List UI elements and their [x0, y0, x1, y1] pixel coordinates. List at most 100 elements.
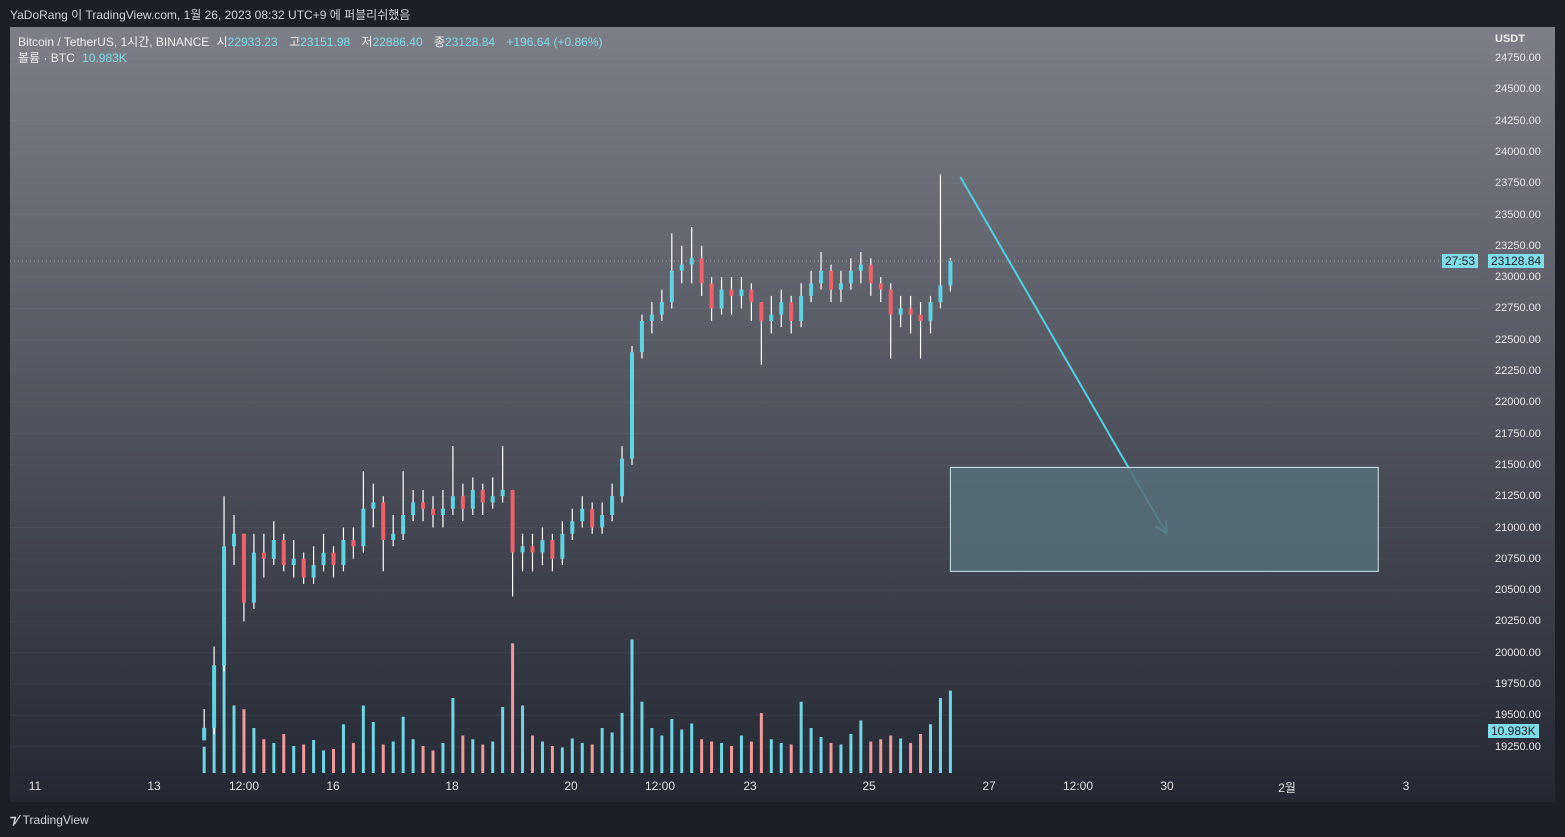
price-tick: 24250.00 [1495, 114, 1541, 127]
volume-bar [909, 743, 913, 773]
candle-body [590, 508, 595, 528]
volume-bar [759, 713, 763, 773]
candle-body [450, 496, 455, 509]
volume-bar [531, 735, 534, 773]
candle-body [391, 533, 396, 541]
candle-body [630, 352, 634, 459]
volume-bar [441, 743, 445, 773]
candle-body [510, 489, 515, 553]
low-value: 22886.40 [372, 35, 423, 49]
candle-body [311, 565, 316, 578]
candle-body [281, 540, 286, 566]
chart-pane[interactable]: Bitcoin / TetherUS, 1시간, BINANCE 시22933.… [10, 27, 1555, 802]
candle-body [829, 270, 833, 290]
price-tick: 20750.00 [1495, 552, 1541, 565]
price-chart[interactable] [10, 27, 1555, 802]
time-tick: 27 [982, 779, 996, 793]
volume-bar [501, 707, 505, 773]
volume-bar [511, 643, 515, 773]
candle-body [241, 533, 246, 603]
time-tick: 18 [445, 779, 459, 793]
candle-body [321, 552, 326, 566]
volume-bar [789, 744, 793, 773]
candle-body [639, 320, 644, 353]
volume-bar [341, 724, 345, 773]
price-tick: 23750.00 [1495, 177, 1541, 190]
price-tick: 21750.00 [1495, 427, 1541, 440]
symbol-legend: Bitcoin / TetherUS, 1시간, BINANCE 시22933.… [18, 34, 607, 66]
price-axis-unit: USDT [1495, 33, 1525, 45]
volume-bar [431, 750, 435, 773]
price-tick: 24000.00 [1495, 145, 1541, 158]
time-tick: 30 [1160, 779, 1174, 793]
candle-body [520, 546, 525, 553]
volume-bar [481, 744, 485, 773]
time-tick: 20 [564, 779, 578, 793]
candle-body [261, 552, 266, 559]
volume-bar [620, 713, 624, 773]
volume-bar [332, 749, 335, 773]
candle-body [908, 308, 913, 315]
volume-bar [690, 723, 694, 773]
candle-body [570, 521, 575, 534]
volume-bar [590, 744, 594, 773]
volume-bar [540, 741, 544, 773]
time-tick: 3 [1402, 779, 1410, 793]
candle-body [838, 283, 843, 290]
price-tick: 19750.00 [1495, 678, 1541, 690]
price-tick: 24500.00 [1495, 83, 1541, 96]
candle-body [610, 496, 615, 515]
candle-body [620, 458, 625, 497]
published-by-text: YaDoRang 이 TradingView.com, 1월 26, 2023 … [10, 8, 411, 22]
volume-bar [421, 746, 425, 773]
symbol-name[interactable]: Bitcoin / TetherUS, 1시간, BINANCE [18, 35, 210, 49]
change-value: +196.64 (+0.86%) [506, 35, 603, 49]
price-tick: 20500.00 [1495, 584, 1541, 597]
candle-body [739, 289, 744, 296]
volume-bar [401, 716, 405, 773]
candle-body [659, 302, 664, 315]
volume-bar [809, 728, 813, 773]
volume-bar [471, 739, 475, 773]
candle-body [649, 314, 654, 321]
candle-body [550, 540, 555, 559]
price-tick: 23000.00 [1495, 271, 1541, 284]
volume-bar [779, 743, 783, 773]
candle-body [301, 558, 306, 578]
volume-bar [222, 641, 226, 773]
volume-bar [282, 734, 286, 773]
price-tick: 23250.00 [1495, 239, 1541, 252]
volume-bar [391, 741, 395, 773]
candle-body [868, 264, 873, 284]
current-volume-label: 10.983K [1488, 724, 1539, 738]
price-tick: 21000.00 [1495, 521, 1541, 534]
candle-body [789, 302, 794, 321]
volume-bar [749, 741, 753, 773]
tradingview-logo[interactable]: ⁊⁄ TradingView [10, 812, 89, 828]
volume-bar [889, 735, 893, 773]
candle-body [560, 533, 565, 559]
volume-value: 10.983K [82, 51, 127, 65]
candle-body [858, 264, 863, 271]
candle-body [779, 302, 784, 315]
price-tick: 19250.00 [1495, 740, 1541, 753]
volume-label[interactable]: 볼륨 · BTC [18, 51, 75, 65]
candle-body [689, 258, 694, 265]
close-label: 종 [433, 35, 446, 49]
volume-bar [312, 740, 316, 773]
time-tick: 23 [743, 779, 757, 793]
candle-body [291, 558, 296, 566]
volume-bar [929, 724, 932, 773]
volume-bar [859, 720, 863, 773]
candle-body [460, 496, 465, 509]
volume-bar [351, 743, 355, 773]
current-price-label: 23128.84 [1488, 254, 1545, 268]
candle-body [580, 508, 585, 522]
volume-bar [252, 728, 256, 773]
candle-body [928, 302, 933, 321]
volume-bar [411, 739, 415, 773]
volume-bar [829, 743, 833, 773]
candle-body [769, 314, 774, 321]
price-tick: 24750.00 [1495, 52, 1541, 64]
volume-bar [700, 739, 704, 773]
